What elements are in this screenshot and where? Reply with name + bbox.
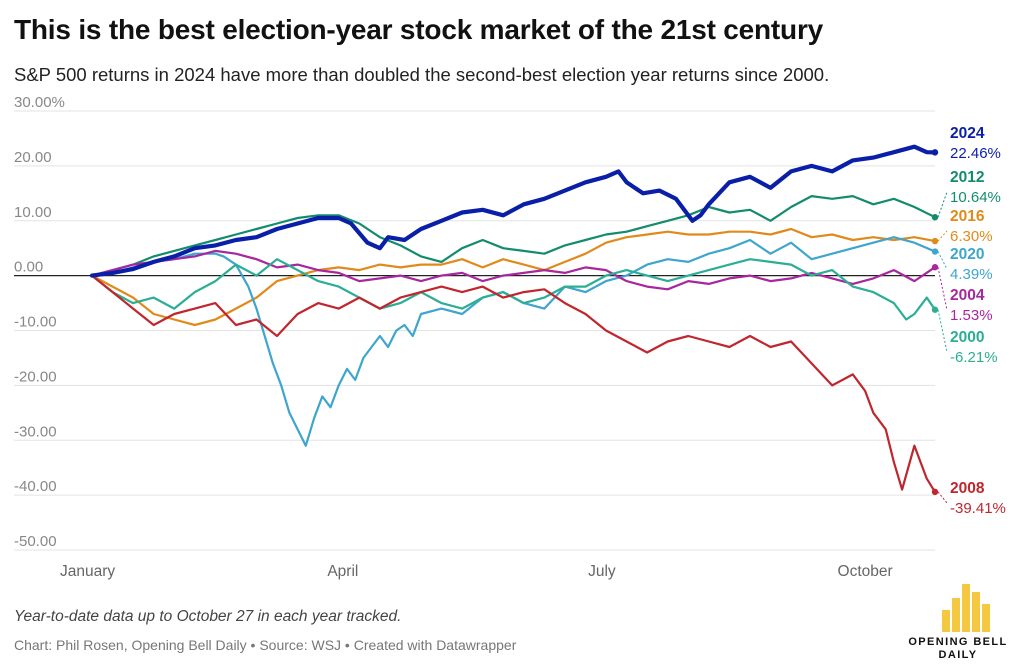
label-leader-2004 — [937, 267, 948, 311]
label-leader-2020 — [937, 251, 948, 270]
y-tick-label: -40.00 — [14, 478, 57, 495]
label-leader-2008 — [937, 491, 948, 504]
series-endpoint-2012 — [931, 214, 939, 221]
opening-bell-daily-logo: OPENING BELL DAILY — [900, 584, 1020, 668]
series-label-2024: 2024 — [950, 125, 985, 142]
series-line-2024 — [89, 144, 938, 278]
y-tick-label: 0.00 — [14, 259, 43, 276]
x-tick-label: April — [327, 563, 358, 580]
series-value-2012: 10.64% — [950, 189, 1001, 206]
series-endpoint-2020 — [931, 248, 939, 255]
chart-credits: Chart: Phil Rosen, Opening Bell Daily • … — [14, 637, 517, 653]
series-line-2004 — [90, 249, 937, 291]
series-line-2020 — [90, 236, 937, 447]
y-tick-label: 10.00 — [14, 204, 52, 221]
y-tick-label: -20.00 — [14, 368, 57, 385]
series-value-2008: -39.41% — [950, 500, 1006, 517]
series-endpoint-2000 — [931, 306, 939, 313]
series-label-2016: 2016 — [950, 208, 985, 225]
label-leader-2000 — [937, 309, 948, 353]
y-tick-label: 30.00% — [14, 94, 65, 111]
series-endpoint-2024 — [931, 149, 939, 156]
x-tick-label: January — [60, 563, 115, 580]
line-chart: 30.00% 20.00 10.00 0.00 -10.00 -20.00 -30.00 -4… — [14, 94, 1006, 580]
series-value-2020: 4.39% — [950, 266, 993, 283]
bar-chart-logo-icon — [942, 584, 990, 632]
series-line-2016 — [90, 227, 937, 327]
series-line-2000 — [90, 258, 937, 321]
series-line-2012 — [90, 195, 937, 277]
series-endpoint-2016 — [931, 237, 939, 245]
series-value-2024: 22.46% — [950, 145, 1001, 162]
series-endpoint-2008 — [931, 488, 939, 496]
x-tick-label: July — [588, 563, 616, 580]
logo-line2: DAILY — [938, 649, 978, 661]
series-value-2016: 6.30% — [950, 228, 993, 245]
y-tick-label: -50.00 — [14, 533, 57, 550]
chart-subtitle: S&P 500 returns in 2024 have more than d… — [14, 64, 830, 85]
chart-title: This is the best election-year stock mar… — [14, 14, 824, 45]
label-leader-2012 — [937, 191, 948, 218]
x-tick-label: October — [838, 563, 893, 580]
chart-note: Year-to-date data up to October 27 in ea… — [14, 608, 402, 625]
series-label-2020: 2020 — [950, 246, 984, 263]
series-value-2004: 1.53% — [950, 307, 993, 324]
series-endpoint-2004 — [931, 264, 939, 271]
series-label-2008: 2008 — [950, 480, 985, 497]
y-tick-label: 20.00 — [14, 149, 52, 166]
logo-line1: OPENING BELL — [908, 636, 1008, 648]
series-label-2000: 2000 — [950, 329, 984, 346]
label-leader-2016 — [937, 230, 948, 242]
y-tick-label: -10.00 — [14, 314, 57, 331]
series-value-2000: -6.21% — [950, 349, 998, 366]
logo-text: OPENING BELL DAILY — [900, 636, 1016, 662]
series-label-2004: 2004 — [950, 287, 985, 304]
y-tick-label: -30.00 — [14, 423, 57, 440]
series-line-2008 — [90, 274, 937, 493]
series-label-2012: 2012 — [950, 169, 984, 186]
